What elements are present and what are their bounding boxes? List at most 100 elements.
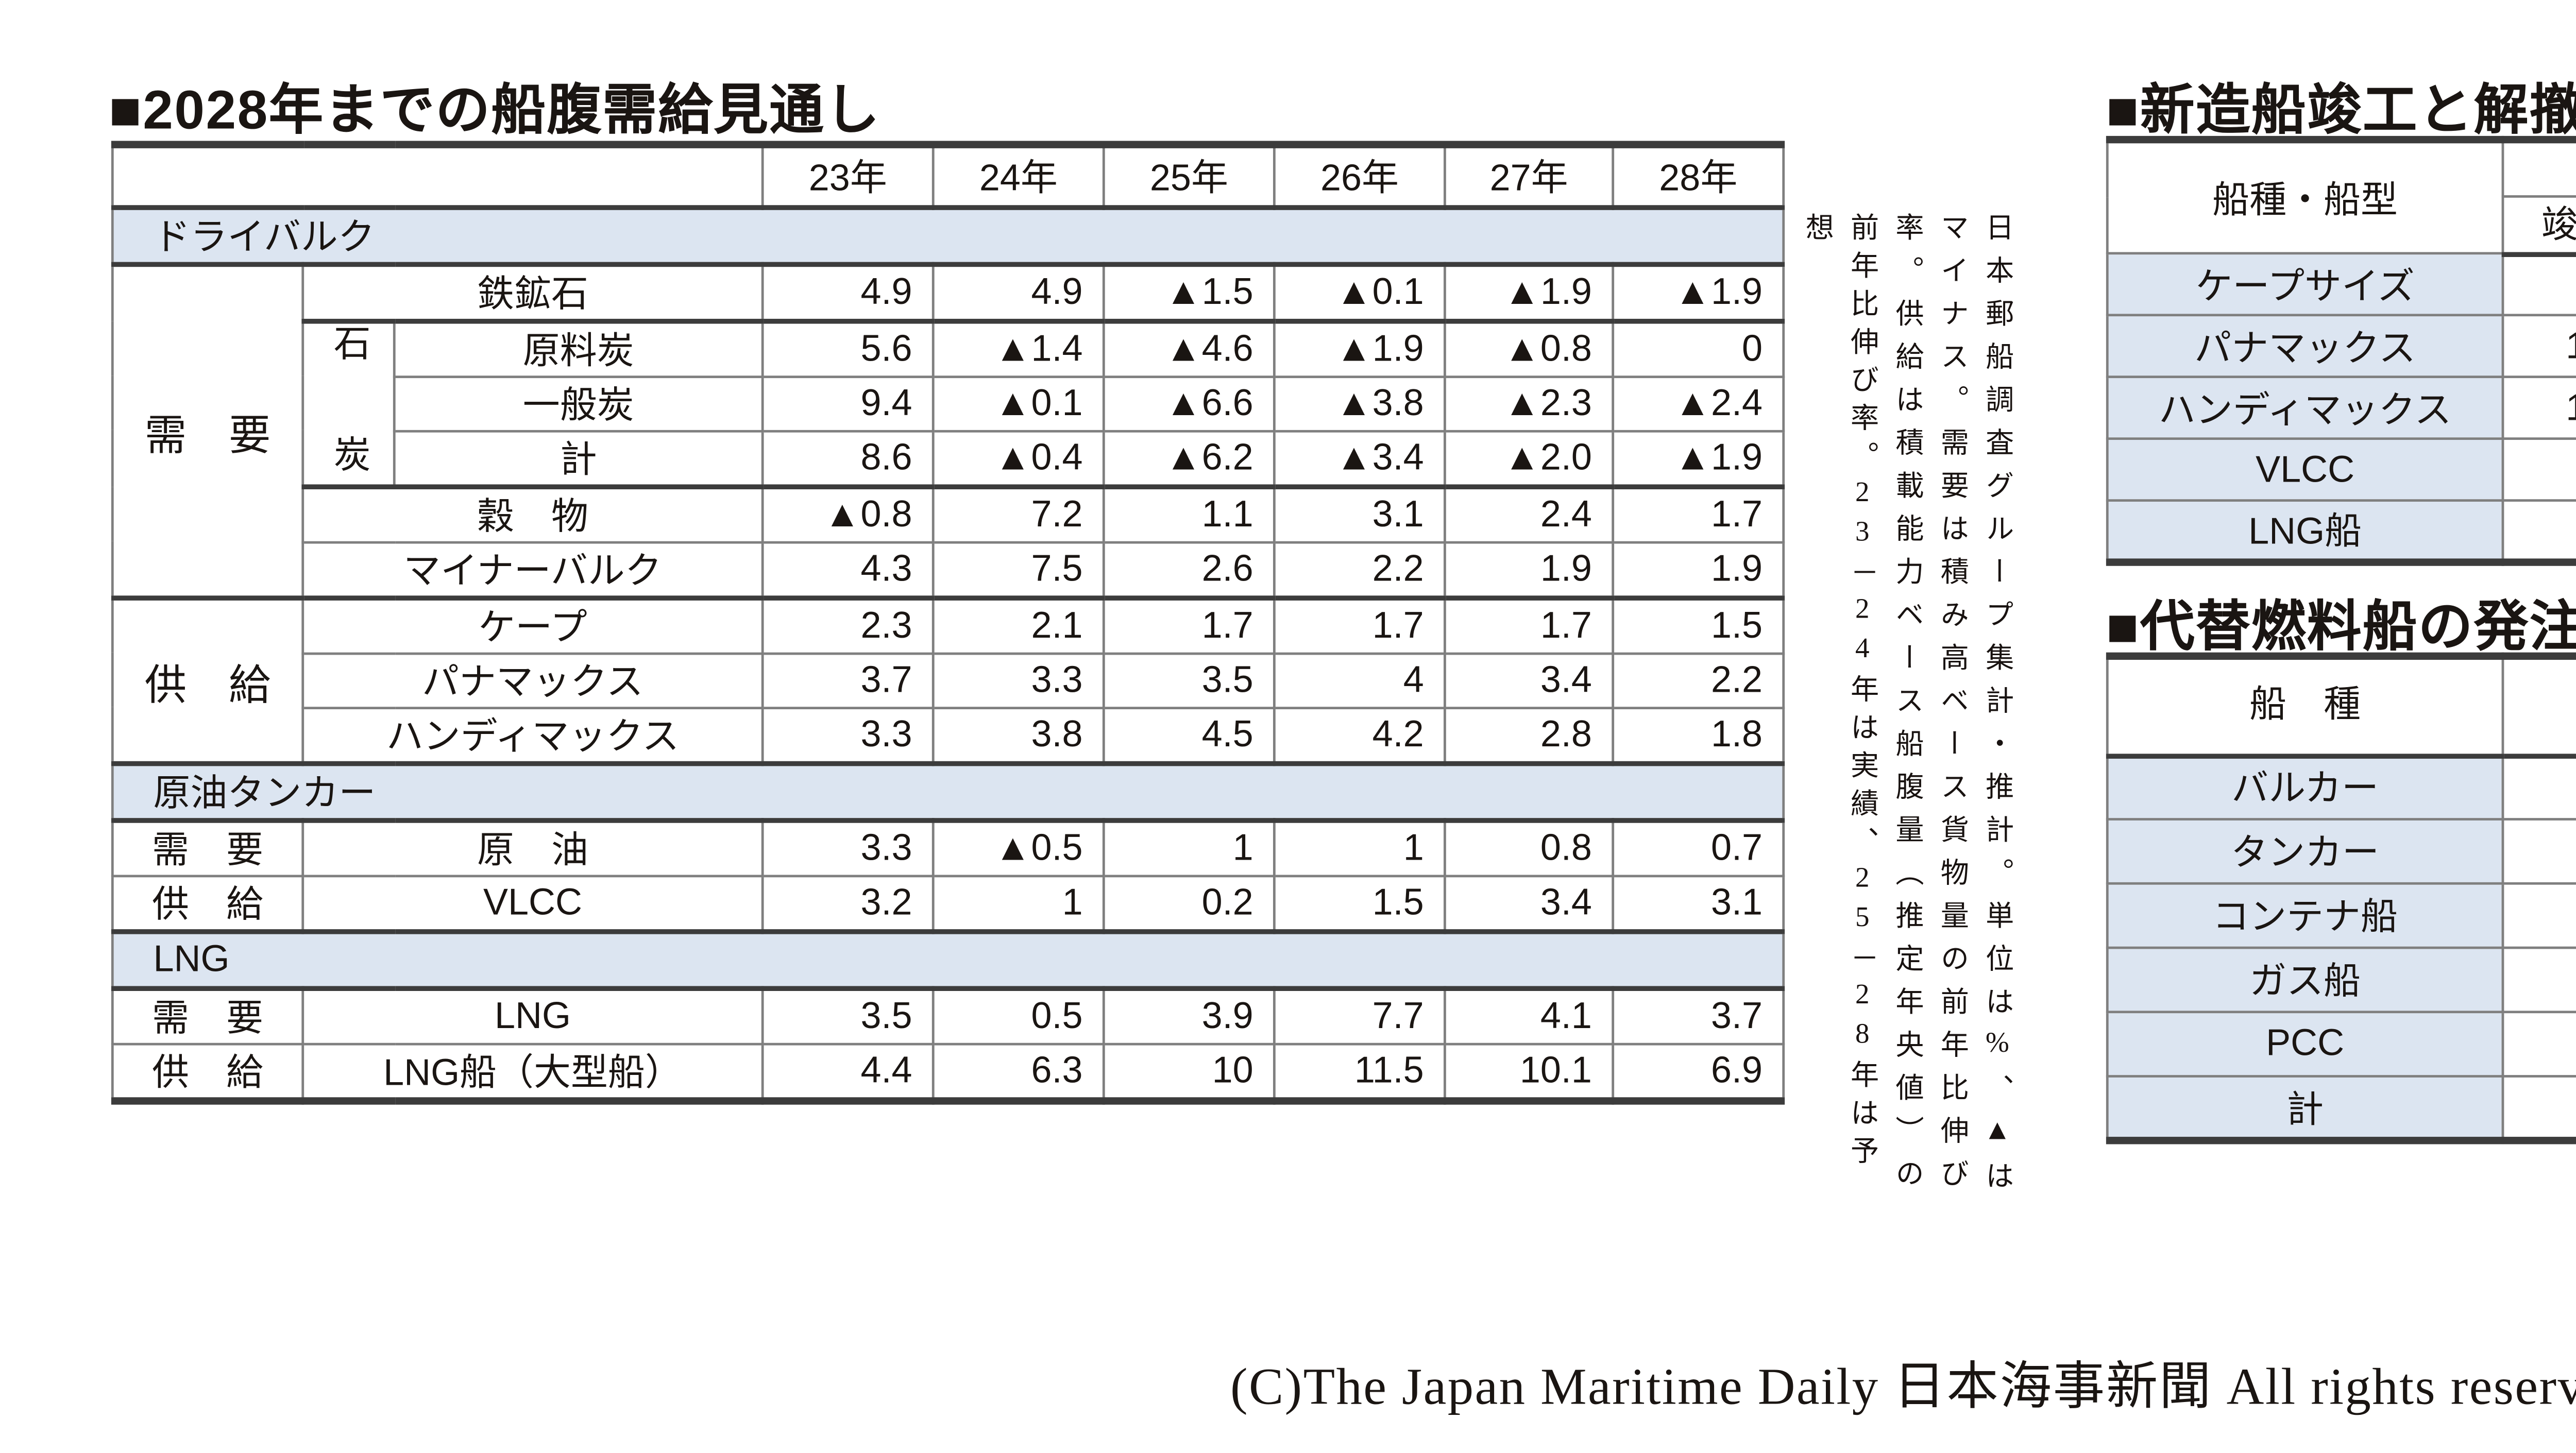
newbuild-scrap-table: 船種・船型 25年 26年 27年 28年 竣工 解撤 竣工 解撤 竣工 解撤 … (2106, 135, 2576, 566)
row-label: 原料炭 (393, 317, 764, 377)
row-label: LNG船（大型船） (301, 1041, 764, 1101)
value-cell: ▲0.8 (1444, 317, 1615, 377)
value-cell: ▲4.6 (1102, 317, 1276, 377)
value-cell: 4.1 (1444, 986, 1615, 1045)
value-cell: 648 (2501, 946, 2576, 1014)
row-label: パナマックス (2106, 314, 2504, 379)
value-cell: 6.9 (1612, 1041, 1785, 1101)
note-line: 率。供給は積載能力ベース船腹量（推定年央値）の (1892, 212, 1922, 1202)
table-row: 計 8.6 ▲0.4 ▲6.2 ▲3.4 ▲2.0 ▲1.9 (112, 429, 1785, 487)
table-row: 石炭 原料炭 5.6 ▲1.4 ▲4.6 ▲1.9 ▲0.8 0 (112, 317, 1785, 487)
value-cell: 2.3 (761, 594, 935, 654)
value-cell: ▲2.3 (1444, 374, 1615, 432)
value-cell: 1,374 (2501, 754, 2576, 820)
value-cell: 199 (2501, 375, 2576, 440)
supply-demand-title: ■2028年までの船腹需給見通し (109, 79, 881, 141)
table-row: ガス船 648 570 88% 51 (2106, 946, 2576, 1014)
section-label-dry-bulk: ドライバルク (111, 203, 1785, 266)
value-cell: ▲6.6 (1102, 374, 1276, 432)
table-row: 一般炭 9.4 ▲0.1 ▲6.6 ▲3.8 ▲2.3 ▲2.4 (112, 374, 1785, 432)
row-label: LNG (301, 986, 764, 1045)
year-header: 24年 (931, 143, 1105, 208)
value-cell: 3.4 (1444, 874, 1615, 932)
value-cell: 5.6 (761, 317, 935, 377)
value-cell: 1.9 (1444, 540, 1615, 599)
value-cell: 3.3 (761, 705, 935, 764)
subheader-row: 竣工 解撤 竣工 解撤 竣工 解撤 竣工 解撤 (2107, 195, 2576, 256)
value-cell: ▲1.9 (1444, 262, 1615, 321)
value-cell: 779 (2501, 882, 2576, 949)
corner-header: 船種・船型 (2106, 138, 2504, 255)
year-header: 28年 (1612, 143, 1785, 208)
year-header: 23年 (761, 143, 935, 208)
row-label: 原 油 (301, 818, 764, 876)
value-cell: 2.1 (931, 594, 1105, 654)
value-cell: 2.2 (1273, 540, 1446, 599)
value-cell: 0.5 (931, 986, 1105, 1045)
value-cell: 1.7 (1612, 483, 1785, 543)
row-label: 鉄鉱石 (301, 262, 764, 321)
value-cell: 6.3 (931, 1041, 1105, 1101)
table-row: VLCC 7 3 30 6 48 8 30 10 (2106, 437, 2576, 502)
value-cell: 3.3 (931, 651, 1105, 708)
row-label: VLCC (2106, 437, 2504, 502)
row-label: 計 (393, 429, 764, 487)
coal-vertical-label: 石炭 (329, 323, 371, 472)
row-label-total: 計 (2106, 1075, 2504, 1142)
corner-cell (111, 143, 764, 208)
value-cell: 3.1 (1273, 483, 1446, 543)
table-row: ケープサイズ 39 7 51 21 53 25 54 30 (2106, 252, 2576, 317)
row-label: LNG船 (2106, 499, 2504, 563)
value-cell: 2.8 (1444, 705, 1615, 764)
table-row: マイナーバルク 4.3 7.5 2.6 2.2 1.9 1.9 (112, 540, 1785, 599)
altfuel-title: ■代替燃料船の発注状況 (2106, 595, 2576, 658)
subheader-completion: 竣工 (2501, 195, 2576, 256)
value-cell: ▲0.8 (761, 483, 935, 543)
section-row: ドライバルク (111, 203, 1785, 266)
value-cell: 4.2 (1273, 705, 1446, 764)
table-row: 穀 物 ▲0.8 7.2 1.1 3.1 2.4 1.7 (112, 483, 1785, 543)
table-row: LNG船 93 15 93 10 84 7 54 13 (2106, 499, 2576, 563)
value-cell: 7 (2501, 437, 2576, 502)
value-cell: 4 (1273, 651, 1446, 708)
value-cell: ▲6.2 (1102, 429, 1276, 487)
year-header: 27年 (1444, 143, 1615, 208)
value-cell: 10 (1102, 1041, 1276, 1101)
value-cell: 7.5 (931, 540, 1105, 599)
value-cell: 1.5 (1612, 594, 1785, 654)
value-cell: 3.7 (761, 651, 935, 708)
row-label: 穀 物 (301, 483, 764, 543)
row-label: VLCC (301, 874, 764, 932)
table-row: バルカー 1,374 105 8% 153 (2106, 754, 2576, 820)
value-cell: 11.5 (1273, 1041, 1446, 1101)
supply-demand-table: 23年 24年 25年 26年 27年 28年 ドライバルク 需 要 鉄鉱石 4… (111, 141, 1785, 1104)
value-cell: 93 (2501, 499, 2576, 563)
value-cell: ▲2.4 (1612, 374, 1785, 432)
header-orderbook: 受注残全体 (2501, 655, 2576, 758)
table-row: 需 要 鉄鉱石 4.9 4.9 ▲1.5 ▲0.1 ▲1.9 ▲1.9 (111, 262, 1785, 599)
note-line: マイナス。需要は積み高ベース貨物量の前年比伸び (1937, 212, 1968, 1202)
table-row: 需 要 原 油 3.3 ▲0.5 1 1 0.8 0.7 (111, 818, 1785, 876)
value-cell: 9.4 (761, 374, 935, 432)
table-row: 需 要 LNG 3.5 0.5 3.9 7.7 4.1 3.7 (111, 986, 1785, 1045)
header-row: 船種・船型 25年 26年 27年 28年 (2106, 138, 2576, 255)
value-cell: 1.7 (1444, 594, 1615, 654)
table-row: パナマックス 148 29 169 33 129 42 108 50 (2106, 314, 2576, 379)
source-note-supply-demand: 日本郵船調査グループ集計・推計。単位は%、▲は マイナス。需要は積み高ベース貨物… (1794, 213, 2020, 1211)
altfuel-orders-table: 船 種 受注残全体 うち 代替燃料船 代替燃料船 の比率 代替燃料 レディー バ… (2106, 652, 2576, 1144)
row-label: タンカー (2106, 818, 2504, 885)
row-label: ケープ (301, 594, 764, 654)
row-label: 一般炭 (393, 374, 764, 432)
year-header: 25年 (2501, 138, 2576, 198)
value-cell: 4.9 (761, 262, 935, 321)
value-cell: 3.2 (761, 874, 935, 932)
value-cell: ▲0.1 (1273, 262, 1446, 321)
group-label-coal: 石炭 (301, 317, 396, 487)
table-row: ハンディマックス 3.3 3.8 4.5 4.2 2.8 1.8 (112, 705, 1785, 764)
section-label-crude-tanker: 原油タンカー (111, 760, 1785, 822)
value-cell: ▲1.9 (1612, 262, 1785, 321)
value-cell: ▲3.4 (1273, 429, 1446, 487)
value-cell: 1.7 (1102, 594, 1276, 654)
value-cell: 3.8 (931, 705, 1105, 764)
